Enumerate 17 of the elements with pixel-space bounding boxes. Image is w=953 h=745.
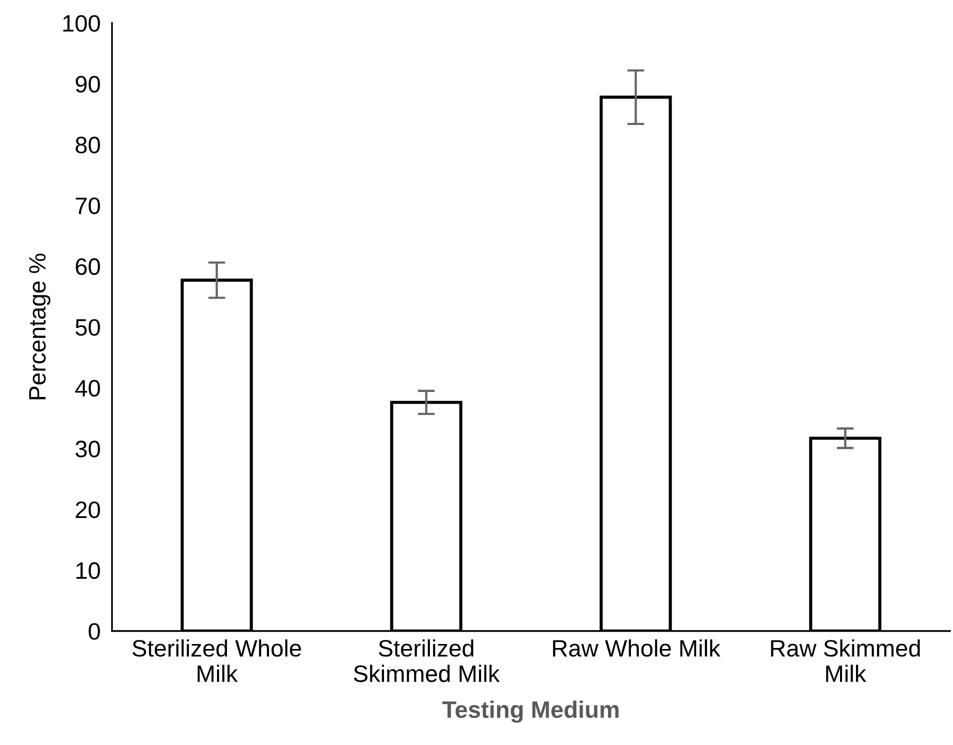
x-axis-title: Testing Medium — [442, 700, 619, 723]
y-tick-label: 100 — [63, 15, 100, 32]
y-tick-label: 50 — [76, 319, 100, 336]
y-tick-label: 70 — [76, 197, 100, 214]
x-tick-label: Sterilized Skimmed Milk — [354, 639, 500, 682]
y-tick-label: 30 — [76, 440, 100, 458]
y-tick-label: 40 — [75, 380, 100, 397]
x-tick-label: Raw Skimmed Milk — [771, 639, 920, 682]
y-tick-label: 0 — [88, 623, 100, 640]
y-tick-label: 80 — [76, 136, 100, 154]
y-tick-label: 20 — [76, 501, 100, 518]
x-tick-label: Raw Whole Milk — [553, 639, 720, 657]
y-tick-label: 60 — [76, 258, 100, 275]
y-tick-label: 10 — [76, 562, 100, 579]
x-tick-label: Sterilized Whole Milk — [132, 639, 301, 682]
y-axis-title: Percentage % — [29, 254, 50, 400]
y-tick-label: 90 — [76, 76, 100, 93]
